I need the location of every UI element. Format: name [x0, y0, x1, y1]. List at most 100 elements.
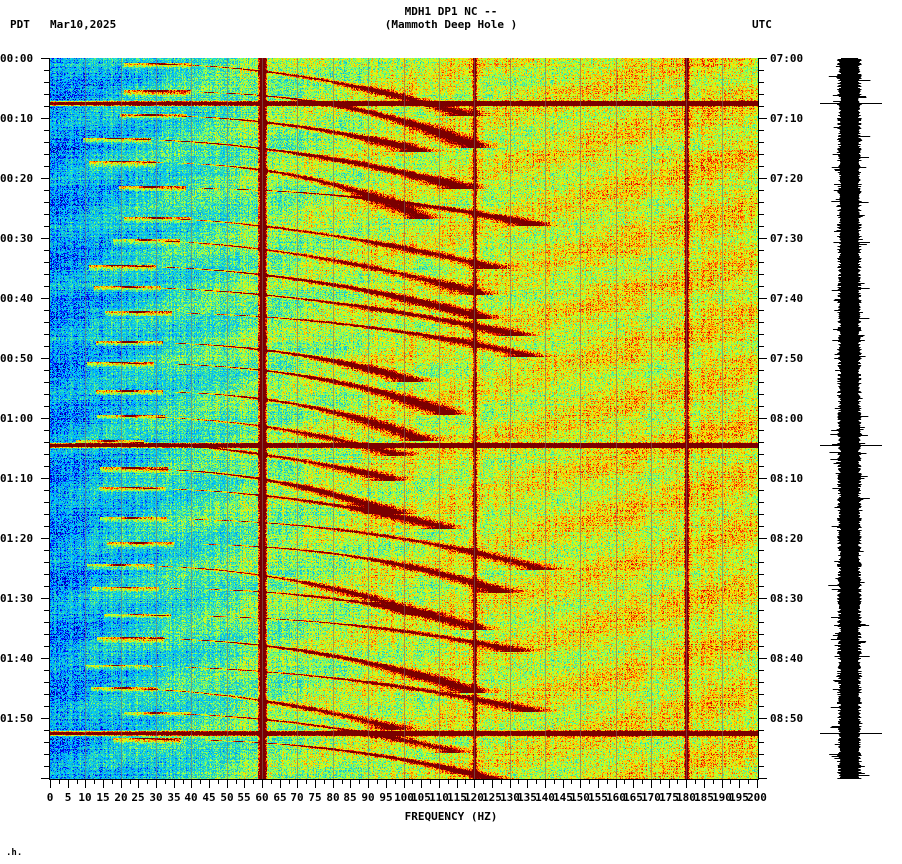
time-tick-minor	[44, 490, 50, 491]
freq-tick-minor	[695, 779, 696, 784]
freq-axis-label: 95	[379, 791, 393, 804]
freq-tick-minor	[677, 779, 678, 784]
freq-axis-label: 140	[535, 791, 555, 804]
freq-tick-major	[704, 779, 705, 788]
time-tick-minor	[758, 394, 764, 395]
time-tick-major	[758, 598, 767, 599]
time-tick-minor	[758, 694, 764, 695]
freq-axis-label: 170	[641, 791, 661, 804]
time-tick-minor	[44, 562, 50, 563]
time-axis-label: 08:30	[770, 592, 804, 605]
time-tick-major	[758, 238, 767, 239]
freq-tick-minor	[536, 779, 537, 784]
time-tick-minor	[758, 406, 764, 407]
time-axis-label: 07:20	[770, 172, 804, 185]
freq-tick-minor	[289, 779, 290, 784]
time-tick-minor	[758, 334, 764, 335]
time-tick-minor	[44, 646, 50, 647]
time-tick-minor	[44, 682, 50, 683]
time-axis-label: 01:10	[0, 472, 34, 485]
time-tick-minor	[758, 514, 764, 515]
time-tick-minor	[758, 586, 764, 587]
freq-axis-label: 40	[184, 791, 198, 804]
time-tick-minor	[758, 550, 764, 551]
freq-axis-label: 185	[694, 791, 714, 804]
time-axis-label: 08:50	[770, 712, 804, 725]
time-tick-major	[41, 118, 50, 119]
time-tick-minor	[758, 346, 764, 347]
freq-axis-label: 10	[78, 791, 92, 804]
time-tick-minor	[758, 610, 764, 611]
time-tick-minor	[44, 514, 50, 515]
time-axis-label: 01:30	[0, 592, 34, 605]
time-tick-minor	[758, 466, 764, 467]
freq-tick-major	[103, 779, 104, 788]
freq-tick-major	[421, 779, 422, 788]
time-tick-minor	[44, 526, 50, 527]
time-tick-major	[758, 478, 767, 479]
freq-tick-minor	[77, 779, 78, 784]
time-tick-minor	[44, 82, 50, 83]
time-tick-minor	[44, 382, 50, 383]
plot-left-border	[49, 58, 50, 780]
freq-axis-label: 20	[114, 791, 128, 804]
freq-tick-minor	[624, 779, 625, 784]
freq-tick-minor	[713, 779, 714, 784]
time-tick-minor	[758, 382, 764, 383]
time-axis-label: 08:00	[770, 412, 804, 425]
freq-tick-minor	[642, 779, 643, 784]
spectrogram-plot[interactable]	[50, 58, 758, 779]
time-tick-minor	[44, 502, 50, 503]
seismogram-trace-panel[interactable]	[820, 58, 902, 779]
freq-tick-minor	[147, 779, 148, 784]
freq-axis-label: 30	[149, 791, 163, 804]
time-tick-minor	[758, 70, 764, 71]
freq-axis-label: 70	[290, 791, 304, 804]
freq-tick-minor	[342, 779, 343, 784]
freq-tick-major	[492, 779, 493, 788]
time-tick-minor	[758, 562, 764, 563]
timezone-label: PDT	[10, 18, 30, 31]
time-tick-minor	[44, 154, 50, 155]
freq-tick-minor	[465, 779, 466, 784]
time-tick-minor	[758, 706, 764, 707]
time-tick-minor	[44, 430, 50, 431]
freq-axis-label: 60	[255, 791, 269, 804]
time-tick-minor	[44, 190, 50, 191]
freq-tick-minor	[200, 779, 201, 784]
freq-tick-major	[68, 779, 69, 788]
freq-tick-major	[156, 779, 157, 788]
time-axis-label: 01:00	[0, 412, 34, 425]
freq-tick-major	[439, 779, 440, 788]
freq-tick-minor	[554, 779, 555, 784]
time-tick-major	[758, 58, 767, 59]
freq-tick-major	[333, 779, 334, 788]
time-tick-minor	[758, 526, 764, 527]
time-axis-label: 00:30	[0, 232, 34, 245]
frequency-axis-title: FREQUENCY (HZ)	[404, 810, 498, 823]
time-tick-minor	[758, 130, 764, 131]
time-tick-major	[758, 358, 767, 359]
time-tick-minor	[44, 202, 50, 203]
freq-axis-label: 130	[500, 791, 520, 804]
time-tick-minor	[758, 142, 764, 143]
freq-tick-major	[757, 779, 758, 788]
freq-axis-label: 180	[676, 791, 696, 804]
freq-axis-label: 55	[237, 791, 251, 804]
time-axis-label: 00:20	[0, 172, 34, 185]
freq-tick-major	[545, 779, 546, 788]
time-tick-major	[41, 418, 50, 419]
page-title: MDH1 DP1 NC --	[404, 5, 498, 18]
time-tick-minor	[44, 142, 50, 143]
time-tick-minor	[44, 214, 50, 215]
time-tick-major	[758, 418, 767, 419]
time-tick-minor	[758, 226, 764, 227]
freq-tick-major	[616, 779, 617, 788]
freq-axis-label: 125	[482, 791, 502, 804]
freq-tick-major	[368, 779, 369, 788]
time-axis-label: 01:50	[0, 712, 34, 725]
time-tick-major	[41, 178, 50, 179]
time-axis-label: 01:40	[0, 652, 34, 665]
seismogram-trace-canvas	[820, 58, 902, 779]
time-tick-minor	[44, 454, 50, 455]
